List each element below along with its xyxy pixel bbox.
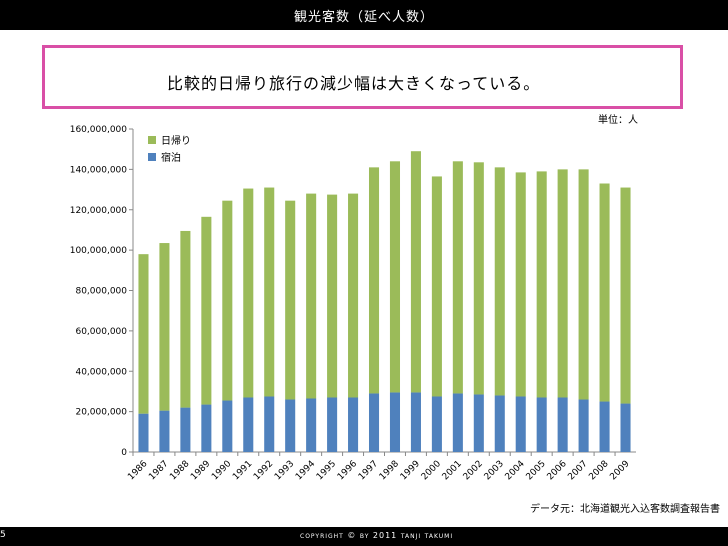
bar-overnight-1989	[201, 404, 212, 452]
x-tick-label: 2004	[504, 459, 527, 482]
x-tick-label: 2002	[462, 459, 485, 482]
x-tick-label: 2009	[608, 459, 631, 482]
bar-overnight-2003	[494, 395, 505, 452]
unit-label: 単位：人	[598, 115, 638, 126]
footer-bar: 5 copyright © by 2011 tanji takumi	[0, 527, 728, 546]
x-tick-label: 1999	[399, 459, 422, 482]
bar-day-trip-2006	[557, 169, 568, 398]
bar-overnight-1993	[285, 399, 296, 452]
bar-day-trip-1998	[389, 161, 401, 393]
x-tick-label: 1997	[357, 459, 380, 482]
bar-overnight-2009	[620, 403, 631, 452]
bar-day-trip-1997	[368, 167, 380, 394]
callout-text: 比較的日帰り旅行の減少幅は大きくなっている。	[167, 74, 541, 93]
bar-day-trip-2002	[473, 162, 484, 395]
legend-swatch-day_trip	[148, 136, 156, 144]
bar-day-trip-1991	[243, 188, 254, 398]
legend-label-day_trip: 日帰り	[161, 134, 191, 147]
bar-day-trip-1994	[306, 193, 317, 399]
bar-day-trip-2007	[578, 169, 589, 400]
bar-overnight-1991	[243, 397, 254, 452]
x-tick-label: 1995	[315, 459, 338, 482]
bar-overnight-1999	[410, 392, 421, 452]
x-tick-label: 1989	[189, 459, 212, 482]
x-tick-label: 2006	[545, 459, 568, 482]
x-tick-label: 1994	[294, 459, 317, 482]
bar-day-trip-2000	[431, 176, 442, 397]
callout-box: 比較的日帰り旅行の減少幅は大きくなっている。	[42, 45, 683, 109]
copyright-text: copyright © by 2011 tanji takumi	[300, 531, 454, 540]
bar-overnight-1992	[264, 396, 275, 452]
bar-overnight-1986	[138, 413, 149, 452]
bar-day-trip-1996	[348, 193, 359, 398]
x-tick-label: 1991	[231, 459, 254, 482]
bar-overnight-2000	[431, 396, 442, 452]
bar-overnight-1994	[306, 398, 317, 452]
x-tick-label: 2005	[525, 459, 548, 482]
bar-day-trip-1999	[410, 151, 421, 393]
bar-overnight-2006	[557, 397, 568, 452]
bar-overnight-1990	[222, 400, 233, 452]
slide-number: 5	[0, 530, 6, 540]
x-tick-label: 1986	[126, 459, 149, 482]
slide-title-bar: 観光客数（延べ人数）	[0, 0, 728, 30]
legend-label-overnight: 宿泊	[161, 151, 181, 164]
source-label: データ元：北海道観光入込客数調査報告書	[530, 504, 720, 515]
y-tick-label: 0	[121, 448, 127, 458]
bar-day-trip-1989	[201, 216, 212, 405]
y-tick-label: 100,000,000	[70, 246, 128, 256]
bar-overnight-1995	[327, 397, 338, 452]
x-tick-label: 1992	[252, 459, 275, 482]
bar-overnight-1996	[348, 397, 359, 452]
bar-day-trip-1992	[264, 187, 275, 397]
bar-overnight-2002	[473, 394, 484, 452]
bar-overnight-2004	[515, 396, 526, 452]
y-tick-label: 80,000,000	[75, 287, 127, 297]
bar-day-trip-1995	[327, 194, 338, 398]
bar-day-trip-2003	[494, 167, 505, 396]
y-tick-label: 140,000,000	[70, 165, 128, 175]
x-tick-label: 1990	[210, 459, 233, 482]
x-tick-label: 2008	[587, 459, 610, 482]
x-tick-label: 1996	[336, 459, 359, 482]
bar-day-trip-2008	[599, 183, 610, 402]
legend-swatch-overnight	[148, 153, 156, 161]
x-tick-label: 1993	[273, 459, 296, 482]
y-tick-label: 160,000,000	[70, 125, 128, 135]
bar-day-trip-1993	[285, 200, 296, 400]
x-tick-label: 2000	[420, 459, 443, 482]
x-tick-label: 2007	[566, 459, 589, 482]
bar-overnight-2005	[536, 397, 547, 452]
bar-day-trip-1988	[180, 230, 191, 408]
bar-day-trip-2005	[536, 171, 547, 398]
bar-overnight-1997	[368, 393, 380, 452]
bar-day-trip-2009	[620, 187, 631, 404]
bar-day-trip-2004	[515, 172, 526, 397]
x-tick-label: 2003	[483, 459, 506, 482]
x-tick-label: 2001	[441, 459, 464, 482]
y-tick-label: 20,000,000	[75, 408, 127, 418]
bar-day-trip-1986	[138, 254, 149, 414]
x-tick-label: 1988	[168, 459, 191, 482]
bar-overnight-1987	[159, 410, 170, 452]
bar-overnight-2001	[452, 393, 463, 452]
y-tick-label: 120,000,000	[70, 206, 128, 216]
bar-day-trip-1990	[222, 200, 233, 401]
bar-day-trip-1987	[159, 243, 170, 411]
x-tick-label: 1987	[147, 459, 170, 482]
y-tick-label: 40,000,000	[75, 367, 127, 377]
bar-overnight-1998	[389, 392, 401, 452]
slide-title: 観光客数（延べ人数）	[293, 9, 434, 25]
bar-overnight-1988	[180, 407, 191, 452]
bar-day-trip-2001	[452, 161, 463, 394]
x-tick-label: 1998	[378, 459, 401, 482]
bar-overnight-2007	[578, 399, 589, 452]
y-tick-label: 60,000,000	[75, 327, 127, 337]
bar-overnight-2008	[599, 401, 610, 452]
